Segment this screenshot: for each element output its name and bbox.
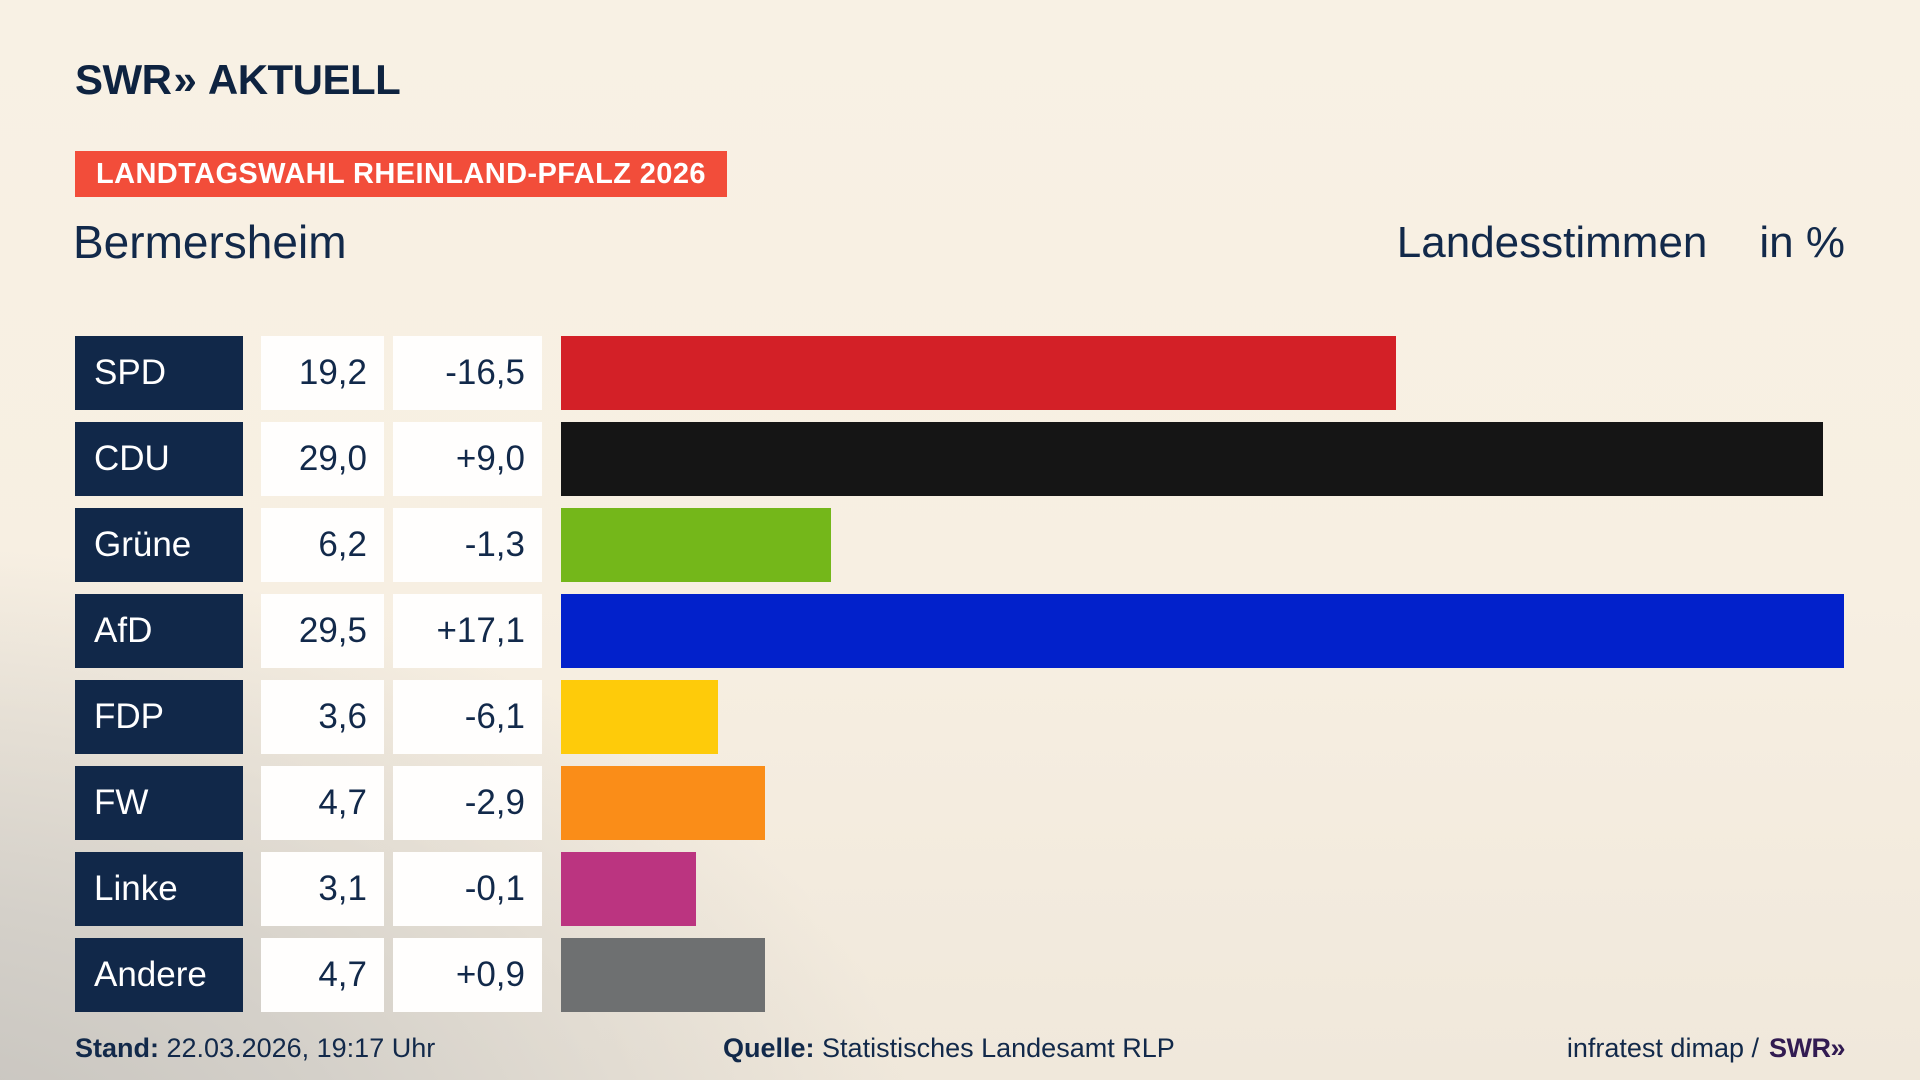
change-value-box: -6,1: [393, 680, 542, 754]
change-value-box: +0,9: [393, 938, 542, 1012]
party-label-box: FDP: [75, 680, 243, 754]
result-value-box: 19,2: [261, 336, 384, 410]
chart-row: FW 4,7 -2,9: [0, 766, 1920, 840]
result-value-box: 29,5: [261, 594, 384, 668]
change-value-box: -16,5: [393, 336, 542, 410]
party-label-box: Linke: [75, 852, 243, 926]
change-value-box: +9,0: [393, 422, 542, 496]
change-value-box: -0,1: [393, 852, 542, 926]
party-label-box: SPD: [75, 336, 243, 410]
result-bar: [561, 766, 765, 840]
chart-row: Grüne 6,2 -1,3: [0, 508, 1920, 582]
stand-value: 22.03.2026, 19:17 Uhr: [166, 1033, 436, 1063]
credit-note: infratest dimap / SWR»: [1566, 1033, 1846, 1064]
change-value-box: -2,9: [393, 766, 542, 840]
chart-row: CDU 29,0 +9,0: [0, 422, 1920, 496]
chart-row: FDP 3,6 -6,1: [0, 680, 1920, 754]
result-bar: [561, 422, 1823, 496]
chart-row: Andere 4,7 +0,9: [0, 938, 1920, 1012]
swr-logo-small: SWR»: [1768, 1033, 1846, 1063]
status-timestamp: Stand: 22.03.2026, 19:17 Uhr: [75, 1033, 435, 1064]
party-label-box: AfD: [75, 594, 243, 668]
result-value-box: 4,7: [261, 938, 384, 1012]
chart-row: AfD 29,5 +17,1: [0, 594, 1920, 668]
double-chevron-icon: »: [173, 56, 197, 103]
result-bar: [561, 336, 1396, 410]
measure-label: Landesstimmen: [1396, 218, 1708, 267]
election-banner: LANDTAGSWAHL RHEINLAND-PFALZ 2026: [75, 151, 727, 197]
result-bar: [561, 594, 1844, 668]
logo-swr-text: SWR: [75, 56, 172, 103]
party-label-box: CDU: [75, 422, 243, 496]
change-value-box: +17,1: [393, 594, 542, 668]
result-bar: [561, 680, 718, 754]
unit-label: in %: [1759, 218, 1845, 267]
result-bar: [561, 508, 831, 582]
measure-heading: Landesstimmen in %: [1397, 218, 1845, 268]
stand-label: Stand:: [75, 1033, 159, 1063]
logo-aktuell-text: AKTUELL: [207, 56, 401, 103]
result-bar: [561, 938, 765, 1012]
change-value-box: -1,3: [393, 508, 542, 582]
region-title: Bermersheim: [73, 216, 347, 268]
source-note: Quelle: Statistisches Landesamt RLP: [723, 1033, 1175, 1064]
chart-row: SPD 19,2 -16,5: [0, 336, 1920, 410]
result-value-box: 3,6: [261, 680, 384, 754]
party-label-box: Andere: [75, 938, 243, 1012]
credit-text: infratest dimap /: [1566, 1033, 1759, 1063]
quelle-value: Statistisches Landesamt RLP: [822, 1033, 1175, 1063]
result-value-box: 3,1: [261, 852, 384, 926]
party-label-box: FW: [75, 766, 243, 840]
result-value-box: 29,0: [261, 422, 384, 496]
party-label-box: Grüne: [75, 508, 243, 582]
chart-row: Linke 3,1 -0,1: [0, 852, 1920, 926]
result-value-box: 4,7: [261, 766, 384, 840]
result-value-box: 6,2: [261, 508, 384, 582]
swr-aktuell-logo: SWR» AKTUELL: [75, 56, 401, 104]
result-bar: [561, 852, 696, 926]
quelle-label: Quelle:: [723, 1033, 815, 1063]
